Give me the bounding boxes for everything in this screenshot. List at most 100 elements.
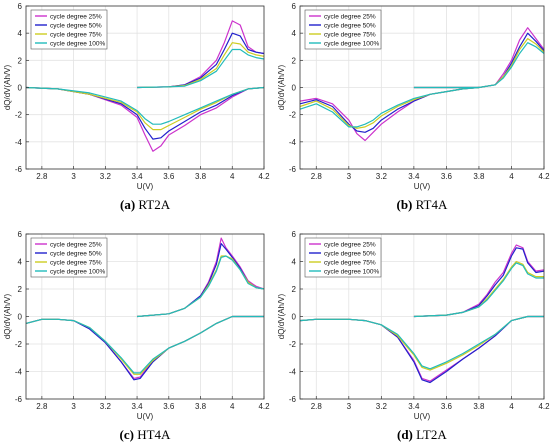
x-tick-label: 3.6 <box>163 172 175 181</box>
legend: cycle degree 25% cycle degree 50% cycle de… <box>30 9 108 50</box>
series-line-4-charge <box>413 42 545 89</box>
y-tick-label: -4 <box>289 138 297 147</box>
y-axis-label: dQ/dV(Ah/V) <box>3 293 12 339</box>
legend-entry: cycle degree 50% <box>50 22 102 29</box>
y-tick-label: -2 <box>289 111 297 120</box>
x-tick-label: 3.2 <box>376 172 388 181</box>
y-tick-label: 4 <box>292 29 297 38</box>
x-tick-label: 3.8 <box>195 172 207 181</box>
x-tick-label: 4.2 <box>258 402 270 411</box>
y-tick-label: 2 <box>292 56 297 65</box>
y-tick-label: -6 <box>289 165 297 174</box>
chart-panel-b: 2.8 3 3.2 3.4 3.6 3.8 4 4.2 -6 -4 -2 0 2 4 6 U(V) dQ/dV(… <box>277 2 550 191</box>
x-tick-label: 3 <box>347 172 352 181</box>
x-tick-label: 2.8 <box>311 402 323 411</box>
x-tick-label: 4 <box>509 172 514 181</box>
x-tick-label: 3.4 <box>132 402 144 411</box>
chart-panel-d: 2.8 3 3.2 3.4 3.6 3.8 4 4.2 -6 -4 -2 0 2 4 6 U(V) dQ/dV(… <box>277 230 550 421</box>
x-tick-label: 4 <box>230 402 235 411</box>
y-tick-label: 0 <box>18 313 23 322</box>
x-tick-label: 3.6 <box>163 402 175 411</box>
x-tick-label: 4 <box>230 172 235 181</box>
legend-entry: cycle degree 50% <box>324 250 376 257</box>
y-tick-label: 4 <box>292 258 297 267</box>
y-tick-label: -6 <box>15 165 23 174</box>
x-tick-label: 3.2 <box>100 402 112 411</box>
y-tick-label: 4 <box>18 29 23 38</box>
caption-letter: (d) <box>397 427 413 442</box>
x-tick-label: 2.8 <box>36 172 48 181</box>
x-tick-label: 3.2 <box>376 402 388 411</box>
y-tick-label: -6 <box>15 395 23 404</box>
x-tick-label: 3 <box>347 402 352 411</box>
caption-letter: (c) <box>119 427 134 442</box>
y-tick-label: -2 <box>15 111 23 120</box>
x-tick-label: 3 <box>71 172 76 181</box>
caption-name: LT2A <box>412 427 447 442</box>
x-tick-label: 2.8 <box>311 172 323 181</box>
series-line-4-charge <box>137 48 265 89</box>
x-tick-label: 3 <box>71 402 76 411</box>
caption-letter: (a) <box>120 197 136 212</box>
series-line-4-charge <box>413 262 544 318</box>
x-tick-label: 3.6 <box>441 402 453 411</box>
y-axis-label: dQ/dV(Ah/V) <box>3 64 12 110</box>
caption-name: HT4A <box>133 427 171 442</box>
legend-entry: cycle degree 25% <box>50 13 102 20</box>
y-axis-label: dQ/dV(Ah/V) <box>277 293 286 339</box>
x-tick-label: 3.8 <box>473 172 485 181</box>
legend: cycle degree 25% cycle degree 50% cycle de… <box>30 237 108 278</box>
y-tick-label: 2 <box>292 285 297 294</box>
caption-a: (a) RT2A <box>120 197 170 213</box>
legend-entry: cycle degree 100% <box>50 268 106 275</box>
caption-name: RT4A <box>412 197 448 212</box>
series-line-4-discharge <box>25 315 264 374</box>
y-axis-label: dQ/dV(Ah/V) <box>277 64 286 110</box>
chart-panel-c: 2.8 3 3.2 3.4 3.6 3.8 4 4.2 -6 -4 -2 0 2 4 6 U(V) dQ/dV(… <box>3 230 270 421</box>
x-tick-label: 3.8 <box>473 402 485 411</box>
y-tick-label: 6 <box>292 2 297 11</box>
x-tick-label: 3.6 <box>441 172 453 181</box>
x-axis-label: U(V) <box>414 412 431 421</box>
legend-entry: cycle degree 75% <box>324 259 376 266</box>
y-tick-label: 4 <box>18 258 23 267</box>
legend: cycle degree 25% cycle degree 50% cycle de… <box>304 237 382 278</box>
legend: cycle degree 25% cycle degree 50% cycle de… <box>304 9 382 50</box>
legend-entry: cycle degree 25% <box>324 13 376 20</box>
caption-name: RT2A <box>135 197 171 212</box>
series-line-4-discharge <box>299 315 544 370</box>
x-tick-label: 3.4 <box>132 172 144 181</box>
y-tick-label: -6 <box>289 395 297 404</box>
legend-entry: cycle degree 75% <box>50 31 102 38</box>
legend-entry: cycle degree 100% <box>324 268 380 275</box>
legend-entry: cycle degree 50% <box>324 22 376 29</box>
caption-b: (b) RT4A <box>397 197 448 213</box>
legend-entry: cycle degree 75% <box>324 31 376 38</box>
legend-entry: cycle degree 25% <box>50 241 102 248</box>
series-line-4-discharge <box>299 86 479 128</box>
x-tick-label: 3.2 <box>100 172 112 181</box>
x-tick-label: 4.2 <box>538 402 550 411</box>
x-axis-label: U(V) <box>137 182 154 191</box>
y-tick-label: -4 <box>15 138 23 147</box>
series-line-4-charge <box>137 255 265 318</box>
y-tick-label: 2 <box>18 285 23 294</box>
y-tick-label: 6 <box>18 230 23 239</box>
x-tick-label: 4.2 <box>538 172 550 181</box>
legend-entry: cycle degree 100% <box>324 40 380 47</box>
y-tick-label: -2 <box>289 340 297 349</box>
y-tick-label: 6 <box>292 230 297 239</box>
caption-c: (c) HT4A <box>120 427 171 443</box>
y-tick-label: 0 <box>292 313 297 322</box>
caption-d: (d) LT2A <box>397 427 447 443</box>
legend-entry: cycle degree 50% <box>50 250 102 257</box>
caption-letter: (b) <box>396 197 413 212</box>
y-tick-label: -4 <box>289 368 297 377</box>
y-tick-label: -2 <box>15 340 23 349</box>
series-line-4-discharge <box>25 86 265 125</box>
x-tick-label: 3.4 <box>408 402 420 411</box>
x-tick-label: 3.4 <box>408 172 420 181</box>
x-axis-label: U(V) <box>137 412 154 421</box>
x-tick-label: 3.8 <box>195 402 207 411</box>
